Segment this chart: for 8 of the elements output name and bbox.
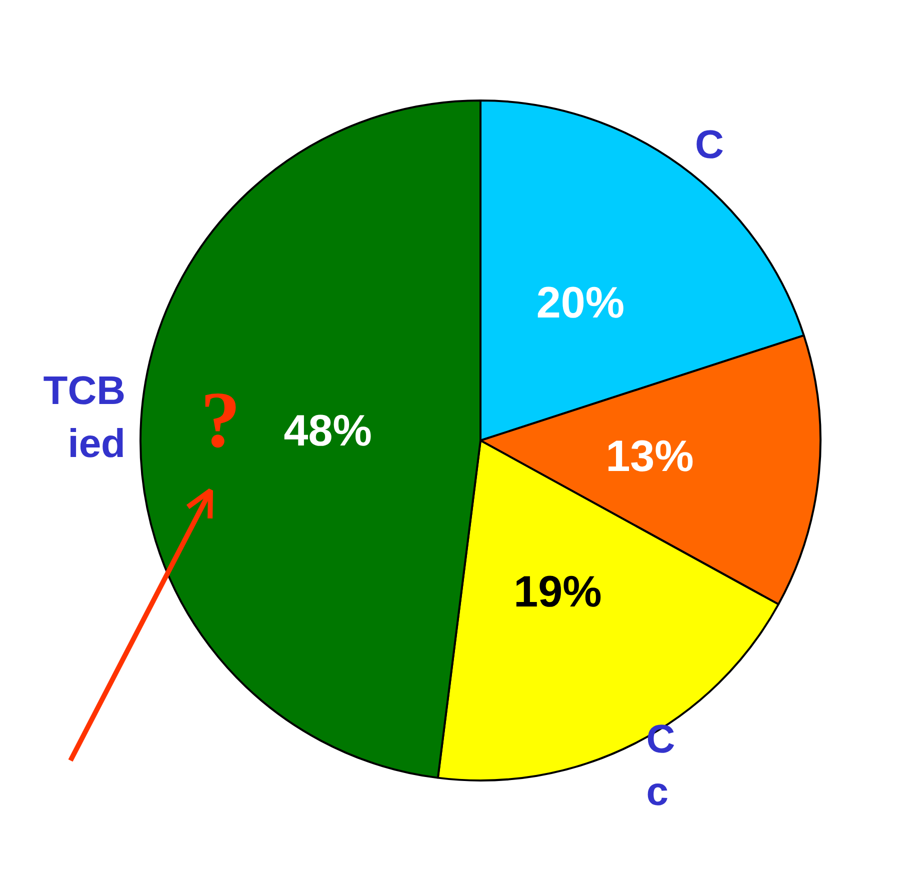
slice-label: TCB ied	[43, 369, 126, 466]
slice-label: C c	[646, 717, 676, 814]
text: ?	[200, 376, 240, 464]
data-label: 19%	[514, 567, 602, 616]
slice-label: C	[695, 123, 724, 168]
data-label: 20%	[536, 278, 624, 328]
data-label: 13%	[606, 432, 694, 481]
data-label: 48%	[284, 406, 372, 456]
